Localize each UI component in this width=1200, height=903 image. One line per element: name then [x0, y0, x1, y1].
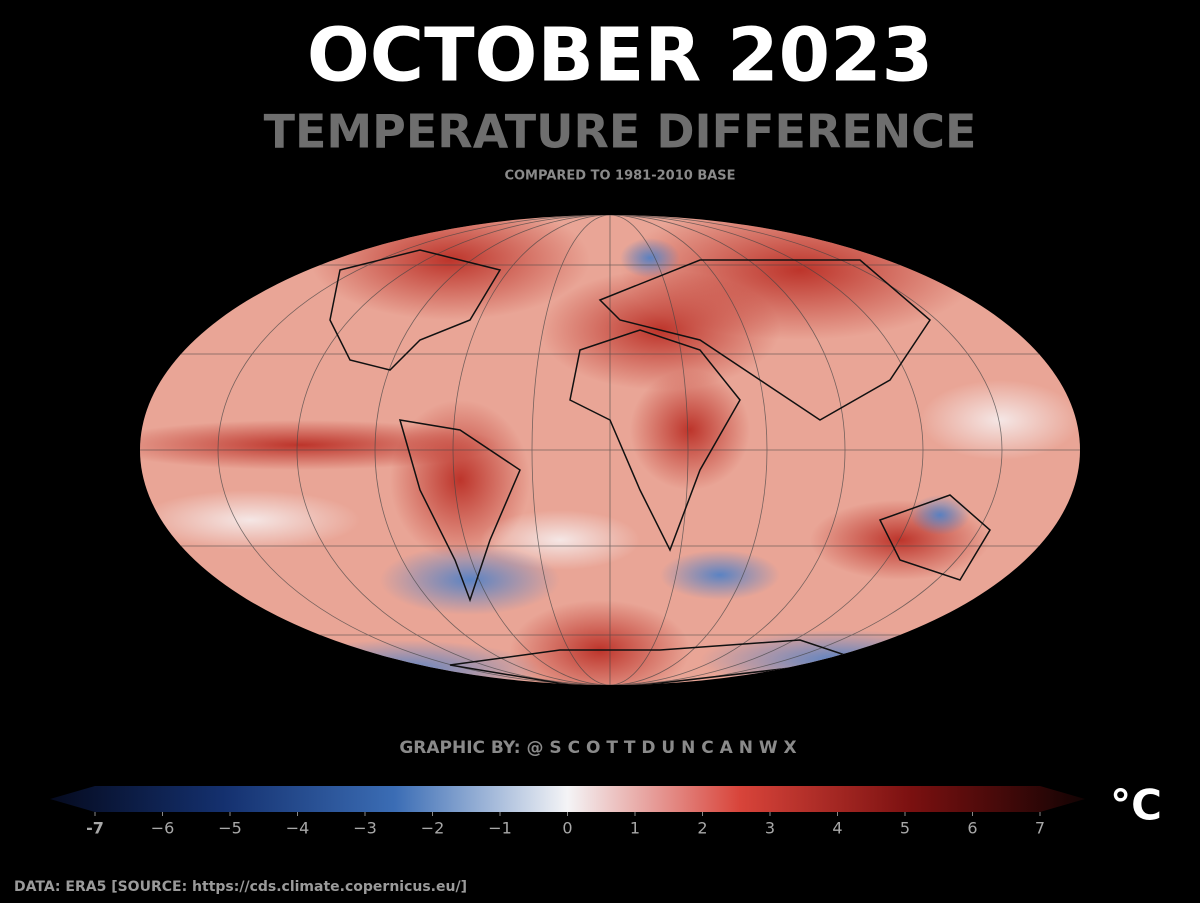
colorbar-tick-label: −4 — [286, 819, 310, 838]
colorbar-tick-label: −6 — [151, 819, 175, 838]
colorbar-tick-label: 1 — [630, 819, 640, 838]
colorbar-tick-label: 4 — [832, 819, 842, 838]
colorbar-body — [50, 786, 1085, 812]
colorbar-tick-label: −2 — [421, 819, 445, 838]
colorbar-tick-label: 7 — [1035, 819, 1045, 838]
title: OCTOBER 2023 — [307, 13, 933, 99]
colorbar-tick-label: −3 — [353, 819, 377, 838]
caption: COMPARED TO 1981-2010 BASE — [504, 169, 735, 184]
subtitle: TEMPERATURE DIFFERENCE — [264, 105, 977, 159]
colorbar-tick-label: −5 — [218, 819, 242, 838]
colorbar-tick-label: 6 — [967, 819, 977, 838]
credit: GRAPHIC BY: @ S C O T T D U N C A N W X — [399, 738, 796, 758]
colorbar-tick-label: 5 — [900, 819, 910, 838]
colorbar-tick-label: 0 — [562, 819, 572, 838]
map — [140, 215, 1080, 685]
unit: °C — [1110, 781, 1162, 830]
colorbar-tick-label: 2 — [697, 819, 707, 838]
colorbar-tick-label: -7 — [86, 819, 104, 838]
colorbar: -7 −6 −5 −4 −3 −2 −1 0 1 2 3 4 5 6 7 — [50, 786, 1085, 838]
colorbar-tick-label: 3 — [765, 819, 775, 838]
colorbar-tick-label: −1 — [488, 819, 512, 838]
source: DATA: ERA5 [SOURCE: https://cds.climate.… — [14, 879, 467, 895]
